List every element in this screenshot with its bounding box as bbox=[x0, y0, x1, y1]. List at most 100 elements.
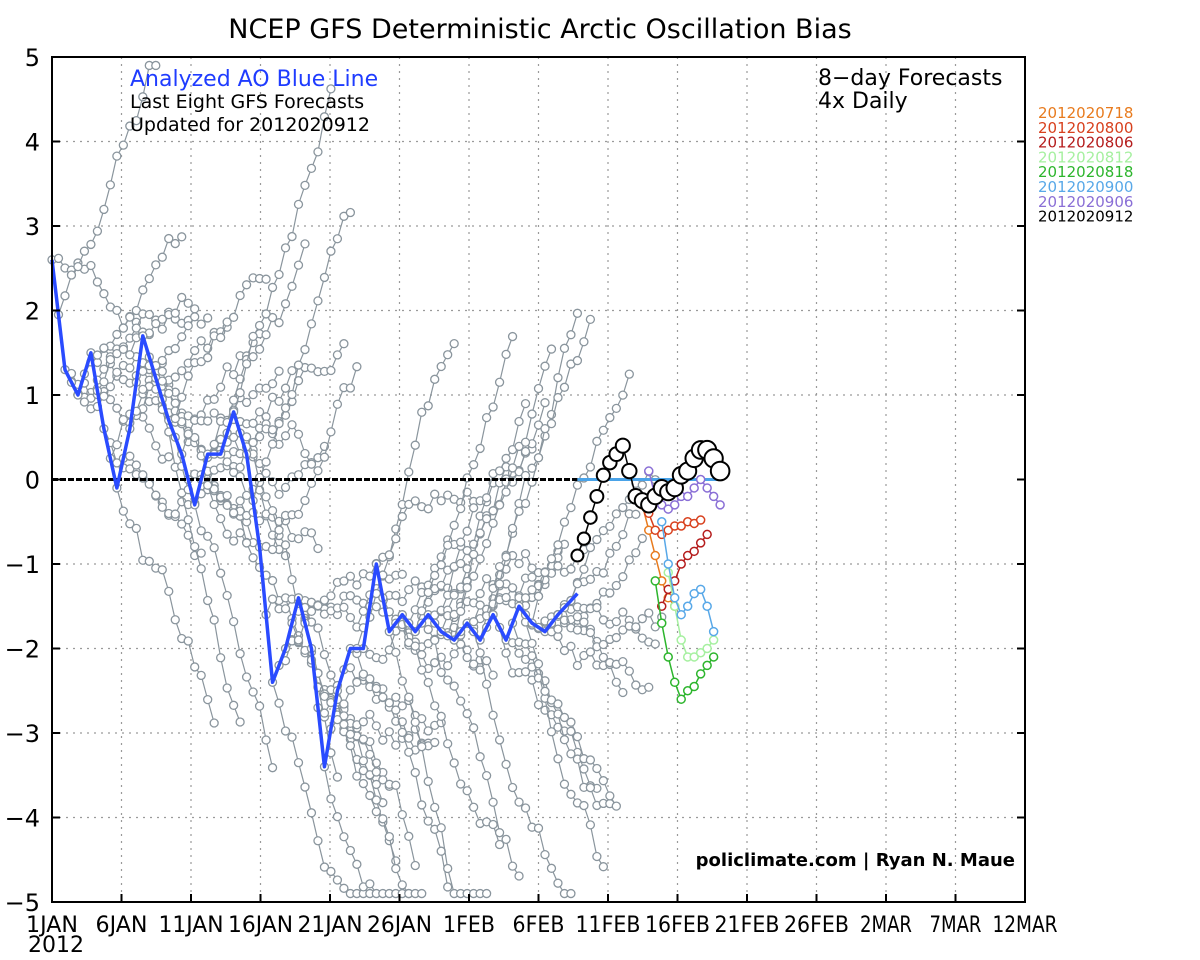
past-forecast-point bbox=[443, 863, 453, 874]
forecast-point bbox=[695, 669, 706, 679]
past-forecast-line bbox=[70, 381, 169, 460]
forecast-point bbox=[570, 548, 585, 563]
past-forecast-point bbox=[228, 508, 239, 518]
past-forecast-point bbox=[235, 374, 245, 384]
past-forecast-point bbox=[501, 453, 511, 464]
past-forecast-point bbox=[112, 367, 122, 377]
past-forecast-point bbox=[468, 617, 479, 627]
past-forecast-point bbox=[553, 392, 563, 403]
past-forecast-point bbox=[209, 615, 219, 625]
past-forecast-point bbox=[410, 641, 420, 651]
past-forecast-point bbox=[417, 800, 427, 810]
past-forecast-point bbox=[501, 349, 511, 360]
x-year-label: 2012 bbox=[28, 933, 84, 958]
forecast-point bbox=[663, 652, 673, 662]
past-forecast-point bbox=[287, 281, 297, 291]
past-forecast-point bbox=[267, 763, 278, 773]
forecast-point bbox=[709, 460, 731, 482]
forecast-point bbox=[682, 491, 693, 502]
past-forecast-point bbox=[404, 584, 414, 595]
x-tick-label: 11FEB bbox=[576, 913, 641, 938]
legend-entry-2012020718: 2012020718 bbox=[1038, 104, 1133, 122]
past-forecast-point bbox=[267, 439, 278, 449]
past-forecast-point bbox=[326, 866, 336, 877]
past-forecast-point bbox=[430, 635, 440, 645]
past-forecast-point bbox=[430, 737, 440, 748]
past-forecast-point bbox=[274, 698, 284, 708]
past-forecast-point bbox=[86, 239, 96, 250]
past-forecast-point bbox=[572, 612, 583, 622]
past-forecast-point bbox=[261, 457, 271, 467]
past-forecast-point bbox=[527, 585, 537, 595]
past-forecast-point bbox=[138, 470, 148, 480]
past-forecast-point bbox=[112, 305, 122, 315]
y-tick-label: 3 bbox=[25, 213, 40, 241]
past-forecast-point bbox=[449, 520, 459, 530]
past-forecast-point bbox=[488, 518, 498, 528]
forecast-point bbox=[695, 515, 706, 525]
past-forecast-point bbox=[345, 207, 356, 218]
past-forecast-point bbox=[488, 819, 498, 830]
past-forecast-point bbox=[572, 625, 583, 635]
past-forecast-point bbox=[423, 816, 433, 826]
past-forecast-point bbox=[417, 407, 427, 417]
past-forecast-point bbox=[170, 308, 180, 318]
past-forecast-point bbox=[306, 606, 317, 617]
past-forecast-point bbox=[585, 462, 596, 472]
past-forecast-point bbox=[611, 616, 621, 627]
past-forecast-line bbox=[518, 606, 617, 807]
past-forecast-point bbox=[332, 812, 343, 822]
past-forecast-point bbox=[410, 860, 420, 871]
past-forecast-point bbox=[300, 180, 310, 190]
past-forecast-point bbox=[99, 289, 109, 299]
x-tick-label: 6JAN bbox=[96, 913, 148, 938]
past-forecast-point bbox=[151, 60, 161, 71]
past-forecast-point bbox=[468, 723, 479, 733]
past-forecast-point bbox=[644, 682, 654, 692]
forecast-point bbox=[689, 546, 699, 557]
past-forecast-point bbox=[339, 719, 349, 730]
past-forecast-point bbox=[222, 362, 232, 372]
past-forecast-point bbox=[494, 561, 505, 572]
past-forecast-point bbox=[228, 536, 239, 546]
past-forecast-line bbox=[479, 313, 578, 641]
past-forecast-point bbox=[553, 754, 563, 764]
past-forecast-point bbox=[313, 600, 323, 611]
past-forecast-point bbox=[514, 648, 524, 658]
past-forecast-point bbox=[92, 350, 103, 360]
past-forecast-point bbox=[443, 739, 453, 749]
past-forecast-point bbox=[345, 612, 356, 623]
past-forecast-line bbox=[531, 373, 630, 624]
past-forecast-point bbox=[417, 742, 427, 752]
past-forecast-point bbox=[468, 571, 479, 581]
past-forecast-point bbox=[618, 625, 628, 635]
past-forecast-point bbox=[248, 389, 258, 400]
past-forecast-point bbox=[637, 533, 647, 544]
forecast-series-2012020818 bbox=[650, 576, 719, 704]
past-forecast-point bbox=[423, 401, 433, 411]
past-forecast-point bbox=[313, 147, 323, 157]
past-forecast-point bbox=[546, 344, 557, 354]
past-forecast-point bbox=[125, 350, 135, 360]
past-forecast-point bbox=[164, 388, 174, 399]
past-forecast-point bbox=[306, 528, 317, 538]
past-forecast-point bbox=[443, 350, 453, 360]
past-forecast-point bbox=[572, 732, 583, 742]
past-forecast-point bbox=[306, 808, 317, 818]
past-forecast-point bbox=[391, 590, 401, 601]
past-forecast-point bbox=[391, 692, 401, 702]
past-forecast-point bbox=[190, 542, 200, 552]
past-forecast-point bbox=[456, 606, 466, 616]
past-forecast-point bbox=[417, 665, 427, 675]
past-forecast-point bbox=[170, 398, 180, 408]
past-forecast-point bbox=[345, 685, 356, 695]
past-forecast-point bbox=[443, 882, 453, 892]
forecast-point bbox=[676, 609, 686, 620]
past-forecast-point bbox=[228, 467, 239, 478]
past-forecast-point bbox=[222, 590, 232, 601]
past-forecast-traces bbox=[47, 60, 673, 899]
past-forecast-point bbox=[456, 779, 466, 789]
past-forecast-point bbox=[443, 490, 453, 500]
past-forecast-point bbox=[559, 645, 570, 656]
forecast-point bbox=[669, 593, 680, 603]
